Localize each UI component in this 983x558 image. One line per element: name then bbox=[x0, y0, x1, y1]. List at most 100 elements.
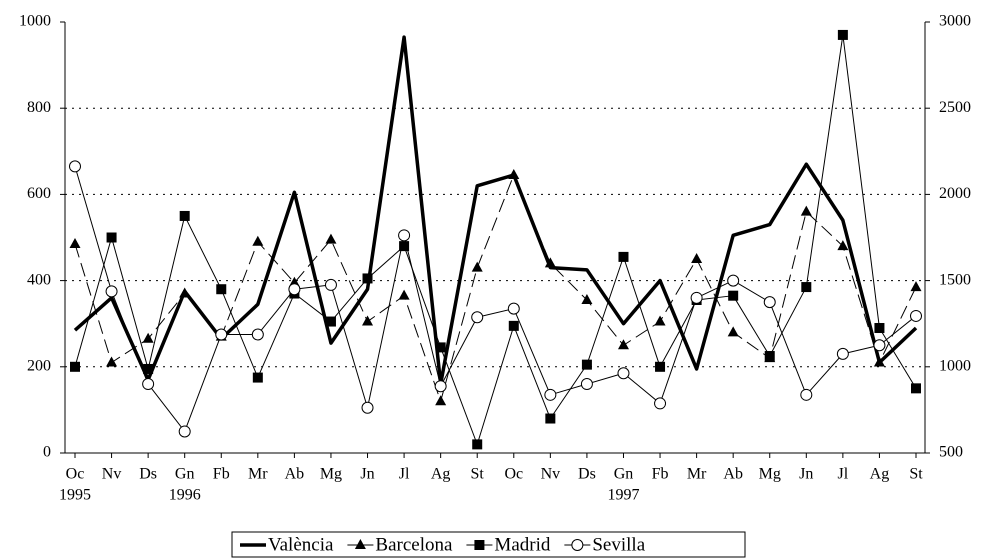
marker bbox=[399, 241, 410, 252]
y2-tick-label: 1500 bbox=[939, 271, 971, 288]
marker bbox=[910, 309, 922, 322]
marker bbox=[544, 257, 556, 268]
x-tick-label: Ag bbox=[431, 466, 451, 483]
marker bbox=[472, 439, 483, 450]
marker bbox=[70, 361, 80, 372]
marker bbox=[288, 283, 301, 296]
marker bbox=[801, 282, 812, 293]
x-year-label: 1995 bbox=[59, 487, 91, 504]
marker bbox=[474, 540, 485, 550]
y-tick-label: 0 bbox=[43, 444, 51, 461]
marker bbox=[727, 274, 740, 287]
marker bbox=[874, 323, 885, 334]
x-tick-label: Ab bbox=[723, 466, 743, 483]
marker bbox=[362, 315, 374, 326]
marker bbox=[106, 232, 117, 243]
x-tick-label: Oc bbox=[504, 466, 523, 483]
marker bbox=[435, 395, 447, 406]
marker bbox=[581, 359, 592, 370]
y2-tick-label: 2000 bbox=[939, 185, 971, 202]
x-tick-label: Ab bbox=[285, 466, 305, 483]
legend-label: Madrid bbox=[494, 534, 550, 555]
x-tick-label: St bbox=[471, 466, 485, 483]
marker bbox=[471, 311, 484, 324]
legend-label: València bbox=[268, 534, 334, 555]
marker bbox=[142, 378, 155, 391]
y2-tick-label: 2500 bbox=[939, 99, 971, 116]
x-tick-label: Gn bbox=[614, 466, 634, 483]
marker bbox=[324, 278, 337, 291]
x-tick-label: Mr bbox=[687, 466, 707, 483]
x-tick-label: Oc bbox=[66, 466, 85, 483]
marker bbox=[655, 361, 666, 372]
y-tick-label: 600 bbox=[27, 185, 51, 202]
marker bbox=[69, 160, 81, 173]
marker bbox=[654, 315, 666, 326]
marker bbox=[544, 388, 557, 401]
marker bbox=[435, 342, 446, 353]
marker bbox=[618, 251, 629, 262]
marker bbox=[837, 240, 849, 251]
marker bbox=[545, 413, 556, 424]
marker bbox=[580, 378, 593, 391]
series-line bbox=[74, 34, 917, 445]
marker bbox=[106, 356, 118, 367]
series-line bbox=[74, 174, 917, 402]
y-tick-label: 400 bbox=[27, 271, 51, 288]
y-tick-label: 200 bbox=[27, 357, 51, 374]
marker bbox=[325, 316, 336, 327]
marker bbox=[354, 539, 366, 549]
marker bbox=[471, 261, 483, 272]
marker bbox=[764, 351, 775, 362]
x-tick-label: Mg bbox=[759, 466, 781, 483]
marker bbox=[728, 290, 739, 301]
marker bbox=[508, 169, 520, 180]
marker bbox=[873, 339, 886, 352]
series-line bbox=[74, 166, 917, 432]
marker bbox=[215, 328, 228, 341]
marker bbox=[252, 235, 264, 246]
marker bbox=[143, 363, 154, 374]
marker bbox=[252, 372, 263, 383]
marker bbox=[911, 383, 921, 394]
marker bbox=[251, 328, 264, 341]
y2-tick-label: 500 bbox=[939, 444, 963, 461]
x-tick-label: Nv bbox=[541, 466, 561, 483]
marker bbox=[571, 539, 584, 551]
x-tick-label: Gn bbox=[175, 466, 195, 483]
marker bbox=[654, 397, 667, 410]
marker bbox=[837, 29, 848, 40]
y-tick-label: 800 bbox=[27, 99, 51, 116]
marker bbox=[434, 380, 447, 393]
x-year-label: 1996 bbox=[169, 487, 201, 504]
marker bbox=[873, 356, 885, 367]
marker bbox=[691, 253, 703, 264]
marker bbox=[398, 289, 410, 300]
marker bbox=[178, 425, 191, 438]
marker bbox=[179, 210, 190, 221]
x-tick-label: Fb bbox=[652, 466, 669, 483]
marker bbox=[507, 302, 520, 315]
series-line bbox=[73, 35, 918, 386]
marker bbox=[179, 287, 191, 298]
x-tick-label: Jn bbox=[360, 466, 374, 483]
marker bbox=[581, 293, 593, 304]
legend-label: Sevilla bbox=[592, 534, 645, 555]
marker bbox=[325, 233, 337, 244]
marker bbox=[617, 339, 629, 350]
x-tick-label: Ag bbox=[870, 466, 890, 483]
x-tick-label: St bbox=[909, 466, 923, 483]
marker bbox=[690, 291, 703, 304]
marker bbox=[105, 285, 118, 298]
x-tick-label: Fb bbox=[213, 466, 230, 483]
marker bbox=[800, 388, 813, 401]
marker bbox=[508, 320, 519, 331]
marker bbox=[362, 273, 373, 284]
marker bbox=[69, 237, 81, 248]
x-tick-label: Jl bbox=[838, 466, 849, 483]
marker bbox=[763, 296, 776, 309]
y-tick-label: 1000 bbox=[19, 13, 51, 30]
marker bbox=[617, 367, 630, 380]
legend-label: Barcelona bbox=[375, 534, 453, 555]
